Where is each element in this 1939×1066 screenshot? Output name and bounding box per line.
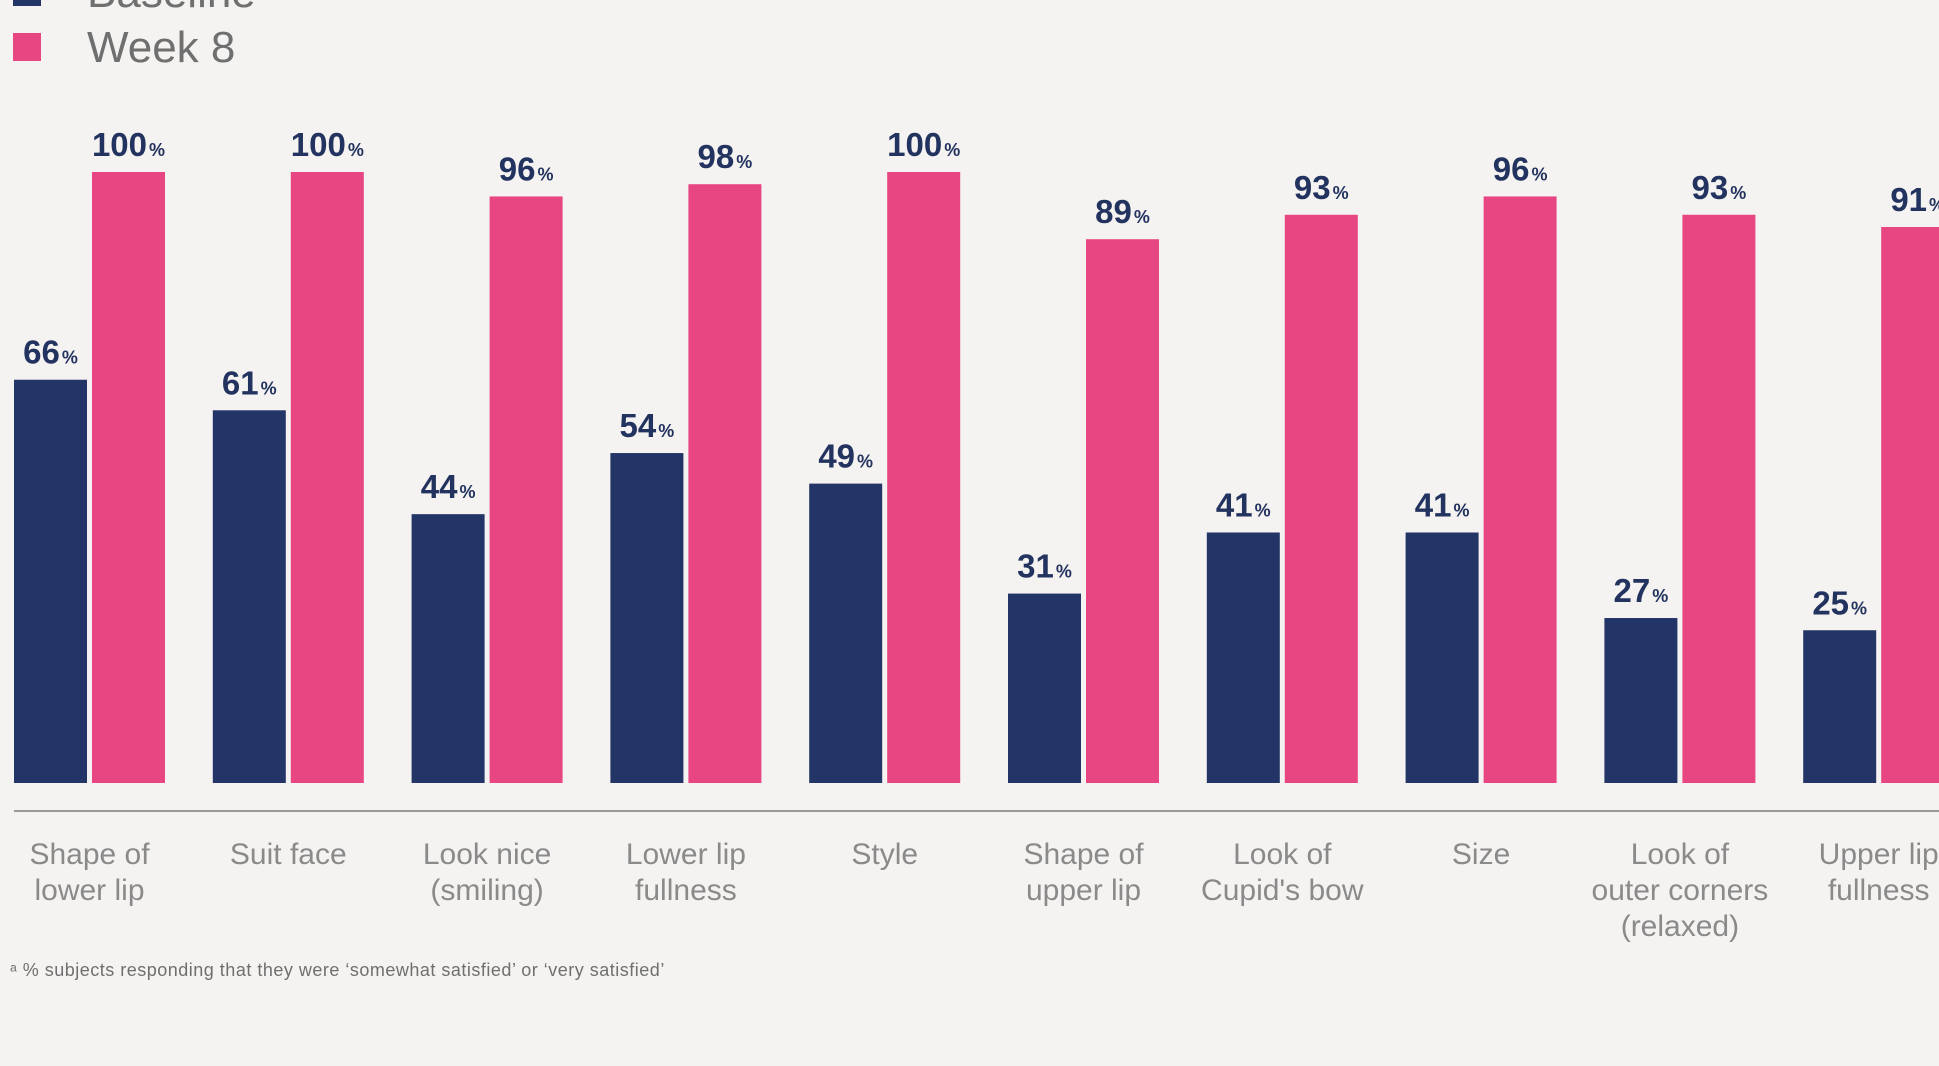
value-labels: 66 % 100 % 61 % 100 % 44 % 96 % 54 % 98 % 49 % 100 % 31 % 89 % 4… bbox=[23, 126, 1939, 621]
value-label-week8-0: 100% bbox=[92, 126, 165, 163]
bar-baseline-5 bbox=[1008, 593, 1081, 783]
bar-week8-3 bbox=[688, 184, 762, 784]
category-label-5: Shape of upper lip bbox=[1023, 838, 1144, 907]
value-label-week8-8: 93% bbox=[1692, 169, 1747, 206]
value-label-baseline-4: 49% bbox=[818, 438, 873, 475]
footnote: ᵃ % subjects responding that they were ‘… bbox=[10, 960, 665, 980]
value-label-baseline-7: 41% bbox=[1415, 486, 1470, 523]
value-label-baseline-1: 61% bbox=[222, 364, 277, 401]
bar-week8-9 bbox=[1881, 226, 1939, 784]
value-label-week8-4: 100% bbox=[887, 126, 960, 163]
bar-week8-1 bbox=[290, 172, 364, 783]
bar-week8-0 bbox=[92, 172, 165, 783]
category-label-2: Look nice (smiling) bbox=[423, 838, 551, 907]
bar-baseline-2 bbox=[411, 514, 485, 783]
category-label-3: Lower lip fullness bbox=[626, 838, 746, 907]
value-label-baseline-6: 41% bbox=[1216, 486, 1271, 523]
bar-week8-5 bbox=[1086, 239, 1159, 783]
bar-week8-2 bbox=[489, 196, 563, 783]
value-label-week8-3: 98% bbox=[698, 138, 753, 175]
value-label-baseline-0: 66% bbox=[23, 334, 78, 371]
value-label-week8-7: 96% bbox=[1493, 150, 1548, 187]
value-label-baseline-8: 27% bbox=[1614, 572, 1669, 609]
legend-label-0: Baseline bbox=[87, 0, 256, 17]
category-label-0: Shape of lower lip bbox=[29, 838, 150, 907]
category-label-6: Look of Cupid's bow bbox=[1201, 838, 1364, 907]
value-label-baseline-3: 54% bbox=[620, 407, 675, 444]
value-label-week8-6: 93% bbox=[1294, 169, 1349, 206]
category-label-1: Suit face bbox=[230, 838, 347, 871]
bar-baseline-1 bbox=[212, 410, 286, 783]
value-label-week8-5: 89% bbox=[1095, 193, 1150, 230]
bar-week8-7 bbox=[1483, 196, 1557, 783]
bar-baseline-4 bbox=[809, 483, 883, 783]
value-label-week8-9: 91% bbox=[1890, 181, 1939, 218]
bar-baseline-8 bbox=[1604, 618, 1678, 783]
bars bbox=[14, 172, 1939, 784]
bar-week8-6 bbox=[1284, 214, 1358, 783]
legend-swatch-1 bbox=[13, 33, 41, 61]
bar-week8-4 bbox=[887, 172, 961, 783]
category-label-7: Size bbox=[1452, 838, 1510, 871]
value-label-baseline-9: 25% bbox=[1812, 584, 1867, 621]
legend-label-1: Week 8 bbox=[87, 23, 235, 72]
bar-baseline-0 bbox=[14, 379, 87, 783]
bar-week8-8 bbox=[1682, 214, 1756, 783]
value-label-week8-2: 96% bbox=[499, 150, 554, 187]
value-label-baseline-5: 31% bbox=[1017, 548, 1072, 585]
bar-baseline-6 bbox=[1206, 532, 1280, 783]
bar-baseline-3 bbox=[610, 453, 684, 783]
bar-baseline-7 bbox=[1405, 532, 1479, 783]
bar-baseline-9 bbox=[1803, 630, 1877, 783]
category-label-4: Style bbox=[851, 838, 918, 871]
legend: Baseline Week 8 bbox=[13, 0, 256, 72]
category-labels: Shape of lower lip Suit face Look nice (smil… bbox=[29, 838, 1938, 943]
value-label-week8-1: 100% bbox=[291, 126, 364, 163]
category-label-8: Look of outer corners (relaxed) bbox=[1592, 838, 1769, 943]
category-label-9: Upper lip fullness bbox=[1819, 838, 1939, 907]
legend-swatch-0 bbox=[13, 0, 41, 6]
value-label-baseline-2: 44% bbox=[421, 468, 476, 505]
